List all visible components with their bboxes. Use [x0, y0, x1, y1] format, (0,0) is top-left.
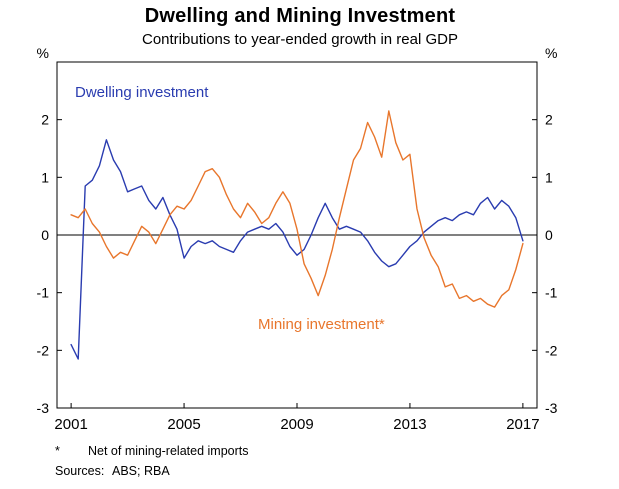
x-tick-label: 2001 — [54, 416, 87, 433]
dwelling-series-label: Dwelling investment — [75, 84, 209, 101]
x-tick-label: 2009 — [280, 416, 313, 433]
y-tick-label-right: -2 — [545, 342, 558, 358]
y-tick-label-left: 0 — [41, 227, 49, 243]
footnote-text: Net of mining-related imports — [88, 444, 249, 458]
y-tick-label-left: -3 — [37, 400, 50, 416]
y-tick-label-left: 1 — [41, 169, 49, 185]
y-tick-label-left: -2 — [37, 342, 50, 358]
y-unit-right: % — [545, 45, 557, 61]
y-tick-label-right: 2 — [545, 112, 553, 128]
x-tick-label: 2017 — [506, 416, 539, 433]
y-tick-label-left: -1 — [37, 285, 50, 301]
y-tick-label-right: 0 — [545, 227, 553, 243]
mining-series-label: Mining investment* — [258, 316, 385, 333]
footnote-asterisk: * — [55, 444, 60, 458]
y-tick-label-right: -1 — [545, 285, 558, 301]
y-tick-label-right: -3 — [545, 400, 558, 416]
series-line-mining — [70, 110, 524, 308]
x-tick-label: 2013 — [393, 416, 426, 433]
y-unit-left: % — [37, 45, 49, 61]
chart-title: Dwelling and Mining Investment — [144, 5, 456, 27]
series-line-dwelling — [70, 139, 524, 360]
y-tick-label-left: 2 — [41, 112, 49, 128]
y-tick-label-right: 1 — [545, 169, 553, 185]
sources-label: Sources: — [55, 464, 105, 478]
x-tick-label: 2005 — [167, 416, 200, 433]
sources-value: ABS; RBA — [112, 464, 170, 478]
chart-subtitle: Contributions to year-ended growth in re… — [142, 31, 458, 48]
